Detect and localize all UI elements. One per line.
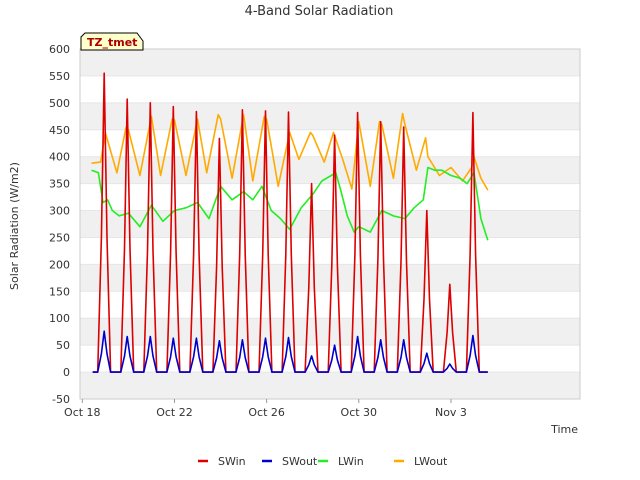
legend-label-swout: SWout — [282, 455, 318, 468]
y-tick-label: 350 — [49, 178, 70, 191]
series-line-swout — [92, 330, 488, 373]
station-badge-box — [80, 32, 144, 51]
x-tick-label: Oct 22 — [156, 406, 193, 419]
x-axis-title: Time — [550, 423, 578, 436]
legend-label-lwin: LWin — [338, 455, 364, 468]
legend: SWin SWout LWin LWout — [198, 455, 448, 468]
x-tick-label: Oct 30 — [341, 406, 378, 419]
y-tick-label: 500 — [49, 97, 70, 110]
station-badge: TZ_tmet — [80, 32, 144, 51]
plot-band — [80, 49, 580, 76]
y-tick-label: 550 — [49, 70, 70, 83]
y-axis-ticks: -50 0 50 100 150 200 250 300 350 400 450 500 550 600 — [49, 43, 70, 406]
y-tick-label: -50 — [52, 393, 70, 406]
x-tick-label: Nov 3 — [435, 406, 467, 419]
y-tick-label: 250 — [49, 231, 70, 244]
series-line-swin — [92, 72, 488, 373]
y-tick-label: 600 — [49, 43, 70, 56]
legend-label-swin: SWin — [218, 455, 246, 468]
plot-band — [80, 264, 580, 292]
y-tick-label: 450 — [49, 124, 70, 137]
series-layer — [91, 72, 489, 373]
plot-bands — [80, 49, 580, 399]
series-line-lwout — [91, 112, 489, 191]
plot-band — [80, 102, 580, 130]
plot-band — [80, 372, 580, 399]
y-tick-label: 400 — [49, 151, 70, 164]
y-tick-label: 200 — [49, 258, 70, 271]
legend-label-lwout: LWout — [414, 455, 448, 468]
station-badge-label: TZ_tmet — [87, 36, 137, 49]
plot-band — [80, 156, 580, 184]
plot-band — [80, 210, 580, 238]
series-line-lwin — [91, 166, 489, 241]
x-tick-label: Oct 18 — [64, 406, 101, 419]
y-tick-label: 300 — [49, 205, 70, 218]
y-tick-label: 100 — [49, 312, 70, 325]
y-tick-label: 150 — [49, 285, 70, 298]
y-tick-label: 0 — [63, 366, 70, 379]
chart-title: 4-Band Solar Radiation — [245, 4, 394, 19]
y-tick-label: 50 — [56, 339, 70, 352]
x-tick-label: Oct 26 — [248, 406, 285, 419]
y-axis-title: Solar Radiation (W/m2) — [8, 162, 21, 290]
x-axis-ticks: Oct 18 Oct 22 Oct 26 Oct 30 Nov 3 — [64, 399, 467, 419]
plot-border — [79, 48, 581, 400]
